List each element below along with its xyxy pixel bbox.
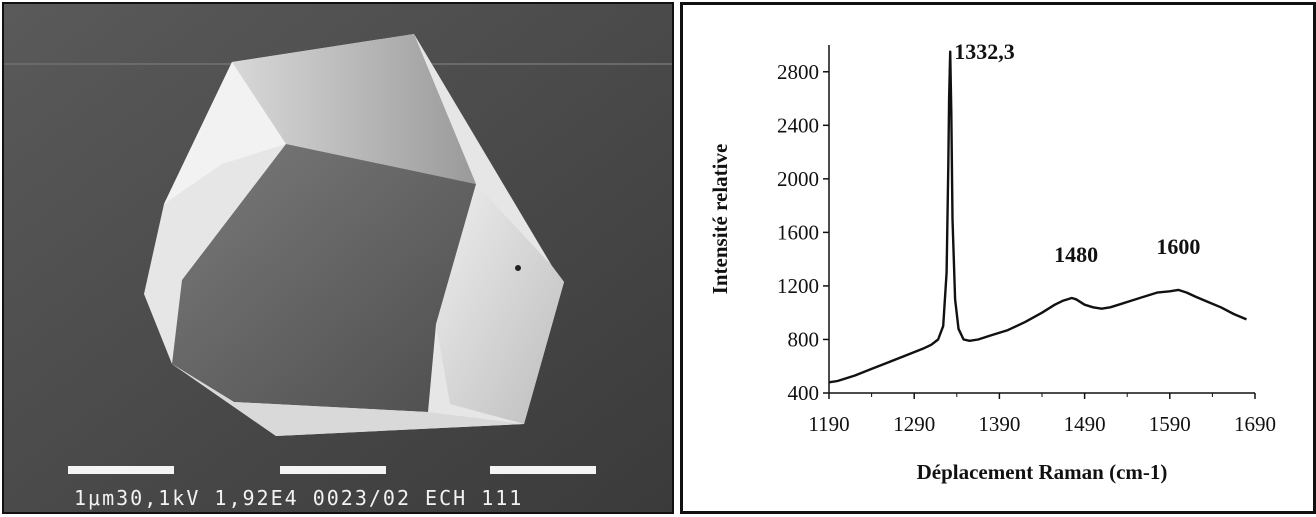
chart-annotations: 1332,3 1480 1600 (954, 39, 1200, 267)
peak-label: 1480 (1054, 242, 1098, 267)
x-tick-label: 1590 (1149, 412, 1191, 436)
y-tick-label: 2000 (777, 167, 819, 191)
raman-chart-panel: 400 800 1200 1600 2000 2400 2800 1190 1290 1390 14… (680, 2, 1316, 514)
x-tick-label: 1690 (1234, 412, 1276, 436)
chart-axes (828, 45, 1255, 394)
scale-bar (280, 466, 386, 474)
sem-micrograph: 1μm30,1kV 1,92E4 0023/02 ECH 111 (2, 2, 674, 514)
peak-label: 1600 (1156, 234, 1200, 259)
chart-ticks: 400 800 1200 1600 2000 2400 2800 1190 1290 1390 14… (777, 60, 1276, 436)
x-tick-label: 1290 (893, 412, 935, 436)
raman-chart: 400 800 1200 1600 2000 2400 2800 1190 1290 1390 14… (708, 39, 1276, 484)
y-axis-title: Intensité relative (708, 144, 732, 295)
y-tick-label: 1200 (777, 274, 819, 298)
y-tick-label: 1600 (777, 220, 819, 244)
x-axis-title: Déplacement Raman (cm-1) (917, 460, 1168, 484)
y-tick-label: 2800 (777, 60, 819, 84)
x-tick-label: 1490 (1064, 412, 1106, 436)
chart-series (828, 50, 1247, 384)
scale-bar (68, 466, 174, 474)
x-tick-label: 1190 (808, 412, 849, 436)
sem-caption: 1μm30,1kV 1,92E4 0023/02 ECH 111 (74, 486, 524, 510)
y-tick-label: 2400 (777, 113, 819, 137)
peak-label: 1332,3 (954, 39, 1015, 64)
x-tick-label: 1390 (978, 412, 1020, 436)
y-tick-label: 400 (788, 381, 820, 405)
sem-crystal-image (4, 4, 672, 512)
scale-bar (490, 466, 596, 474)
spectrum-line (828, 50, 1247, 384)
y-tick-label: 800 (788, 327, 820, 351)
